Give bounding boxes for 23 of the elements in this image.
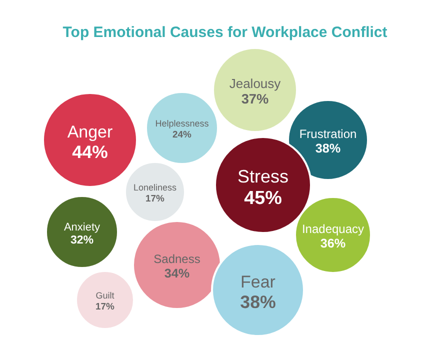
data-label: 17%	[96, 301, 116, 312]
data-label: 34%	[164, 266, 190, 281]
category-label: Stress	[237, 166, 289, 186]
category-label: Helplessness	[155, 118, 210, 129]
category-label: Loneliness	[133, 182, 178, 193]
category-label: Jealousy	[229, 76, 282, 92]
data-label: 44%	[72, 142, 108, 162]
data-label: 45%	[244, 188, 282, 209]
text: Top Emotional Causes for Workplace Conflict	[62, 24, 388, 41]
data-label: 38%	[240, 292, 276, 312]
data-label: 17%	[146, 193, 166, 204]
category-label: Guilt	[96, 290, 115, 301]
data-label: 36%	[320, 236, 346, 251]
category-label: Fear	[240, 272, 276, 292]
category-label: Anxiety	[64, 221, 101, 234]
category-label: Anger	[67, 122, 114, 142]
category-label: Sadness	[154, 252, 200, 266]
data-label: 38%	[315, 142, 341, 156]
data-label: 32%	[70, 234, 94, 247]
category-label: Inadequacy	[302, 222, 364, 236]
data-label: 24%	[172, 129, 192, 140]
data-label: 37%	[241, 92, 269, 107]
category-label: Frustration	[299, 127, 357, 142]
